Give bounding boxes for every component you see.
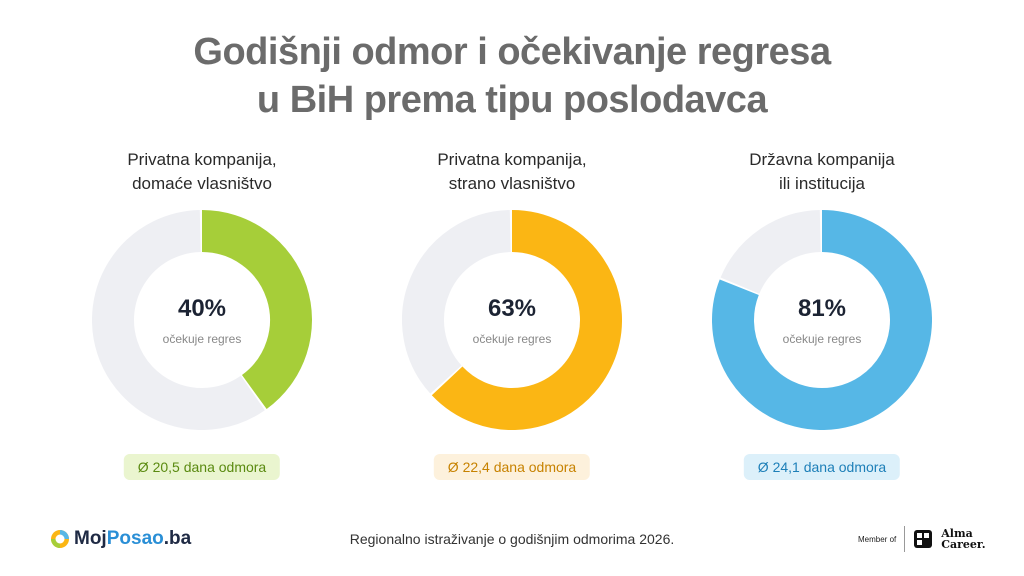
avg-days-badge: Ø 22,4 dana odmora [433, 454, 591, 480]
donut-rest-slice [92, 210, 265, 430]
donut-chart: 81% očekuje regres [712, 210, 932, 430]
mojposao-logo-text: MojPosao.ba [74, 528, 192, 549]
heading-line-1: Privatna kompanija, [127, 150, 277, 169]
heading-line-2: ili institucija [779, 174, 865, 193]
donut-sublabel: očekuje regres [473, 332, 552, 346]
donut-rest-slice [402, 210, 512, 394]
footer-caption: Regionalno istraživanje o godišnjim odmo… [349, 531, 675, 547]
donut-value-label: 63% [488, 295, 536, 322]
title-line-2: u BiH prema tipu poslodavca [256, 79, 768, 121]
panel-heading: Privatna kompanija, strano vlasništvo [382, 148, 642, 196]
donut-chart: 40% očekuje regres [92, 210, 312, 430]
mojposao-logo[interactable]: MojPosao.ba [50, 524, 191, 554]
donut-value-slice [712, 210, 932, 430]
avg-days-badge: Ø 20,5 dana odmora [123, 454, 281, 480]
donut-panel-state: Državna kompanija ili institucija 81% oč… [692, 148, 952, 488]
title-line-1: Godišnji odmor i očekivanje regresa [193, 31, 831, 73]
heading-line-2: domaće vlasništvo [132, 174, 272, 193]
heading-line-1: Privatna kompanija, [437, 150, 587, 169]
alma-career-badge[interactable]: Member of Alma Career. [858, 524, 986, 554]
member-of-label: Member of [858, 534, 897, 544]
donut-sublabel: očekuje regres [783, 332, 862, 346]
donut-rest-slice [720, 210, 822, 295]
donut-panel-domestic-private: Privatna kompanija, domaće vlasništvo 40… [72, 148, 332, 488]
donut-value-slice [201, 210, 312, 409]
page-title: Godišnji odmor i očekivanje regresa u Bi… [0, 28, 1024, 124]
mojposao-logo-icon [51, 530, 69, 548]
panel-heading: Privatna kompanija, domaće vlasništvo [72, 148, 332, 196]
donut-value-slice [431, 210, 622, 430]
donut-value-label: 81% [798, 295, 846, 322]
donut-value-label: 40% [178, 295, 226, 322]
donut-chart: 63% očekuje regres [402, 210, 622, 430]
donut-sublabel: očekuje regres [163, 332, 242, 346]
alma-career-text: Alma Career. [941, 527, 986, 551]
footer-divider [904, 526, 906, 552]
heading-line-2: strano vlasništvo [448, 174, 576, 193]
panel-heading: Državna kompanija ili institucija [692, 148, 952, 196]
donut-panel-foreign-private: Privatna kompanija, strano vlasništvo 63… [382, 148, 642, 488]
heading-line-1: Državna kompanija [749, 150, 895, 169]
avg-days-badge: Ø 24,1 dana odmora [743, 454, 901, 480]
alma-career-icon [914, 530, 933, 548]
